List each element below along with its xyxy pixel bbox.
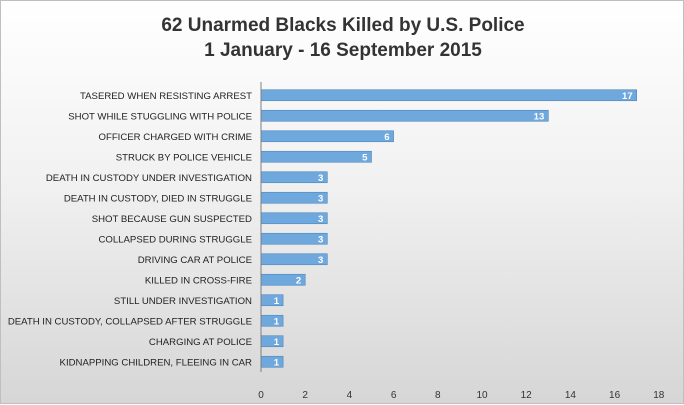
chart-title: 62 Unarmed Blacks Killed by U.S. Police …: [1, 13, 684, 63]
data-label-4: 3: [318, 173, 323, 184]
bar-12: [260, 335, 284, 348]
category-label-12: CHARGING AT POLICE: [149, 337, 252, 348]
data-label-0: 17: [622, 91, 633, 102]
category-label-4: DEATH IN CUSTODY UNDER INVESTIGATION: [46, 173, 252, 184]
data-label-6: 3: [318, 214, 323, 225]
data-label-9: 2: [296, 275, 301, 286]
category-label-8: DRIVING CAR AT POLICE: [138, 255, 252, 266]
category-label-10: STILL UNDER INVESTIGATION: [114, 296, 252, 307]
x-tick-label-2: 4: [347, 390, 353, 401]
category-label-3: STRUCK BY POLICE VEHICLE: [116, 152, 252, 163]
data-label-1: 13: [534, 111, 545, 122]
bar-11: [260, 314, 284, 327]
x-tick-label-8: 16: [609, 390, 621, 401]
bars-layer: 17 13 6 5 3 3 3 3 3 2 1 1 1 1: [260, 89, 638, 368]
x-tick-label-9: 18: [653, 390, 665, 401]
data-label-8: 3: [318, 255, 323, 266]
category-label-5: DEATH IN CUSTODY, DIED IN STRUGGLE: [64, 193, 252, 204]
bar-10: [260, 294, 284, 307]
category-label-0: TASERED WHEN RESISTING ARREST: [80, 91, 252, 102]
bar-2: [260, 130, 394, 143]
data-label-5: 3: [318, 193, 323, 204]
bar-0: [260, 89, 638, 102]
data-label-2: 6: [384, 132, 389, 143]
data-label-12: 1: [274, 337, 280, 348]
data-label-11: 1: [274, 316, 280, 327]
x-tick-label-5: 10: [476, 390, 488, 401]
bar-1: [260, 109, 549, 122]
category-labels-layer: TASERED WHEN RESISTING ARREST SHOT WHILE …: [8, 91, 252, 369]
data-label-13: 1: [274, 357, 280, 368]
category-label-6: SHOT BECAUSE GUN SUSPECTED: [92, 214, 252, 225]
category-label-7: COLLAPSED DURING STRUGGLE: [98, 234, 252, 245]
x-tick-label-4: 8: [435, 390, 441, 401]
data-label-7: 3: [318, 234, 323, 245]
category-label-11: DEATH IN CUSTODY, COLLAPSED AFTER STRUGG…: [8, 316, 252, 327]
category-label-1: SHOT WHILE STUGGLING WITH POLICE: [68, 111, 252, 122]
chart-title-line-1: 62 Unarmed Blacks Killed by U.S. Police: [161, 15, 525, 36]
category-label-2: OFFICER CHARGED WITH CRIME: [99, 132, 253, 143]
x-tick-label-7: 14: [565, 390, 577, 401]
bar-3: [260, 150, 372, 163]
x-tick-label-6: 12: [521, 390, 533, 401]
axis-layer: 0 2 4 6 8 10 12 14 16 18: [258, 82, 665, 401]
data-label-3: 5: [362, 152, 368, 163]
x-tick-label-0: 0: [258, 390, 264, 401]
category-label-9: KILLED IN CROSS-FIRE: [145, 275, 252, 286]
bar-13: [260, 355, 284, 368]
category-label-13: KIDNAPPING CHILDREN, FLEEING IN CAR: [60, 357, 253, 368]
data-label-10: 1: [274, 296, 280, 307]
x-tick-label-1: 2: [302, 390, 308, 401]
chart-title-line-2: 1 January - 16 September 2015: [204, 40, 482, 61]
x-tick-label-3: 6: [391, 390, 397, 401]
